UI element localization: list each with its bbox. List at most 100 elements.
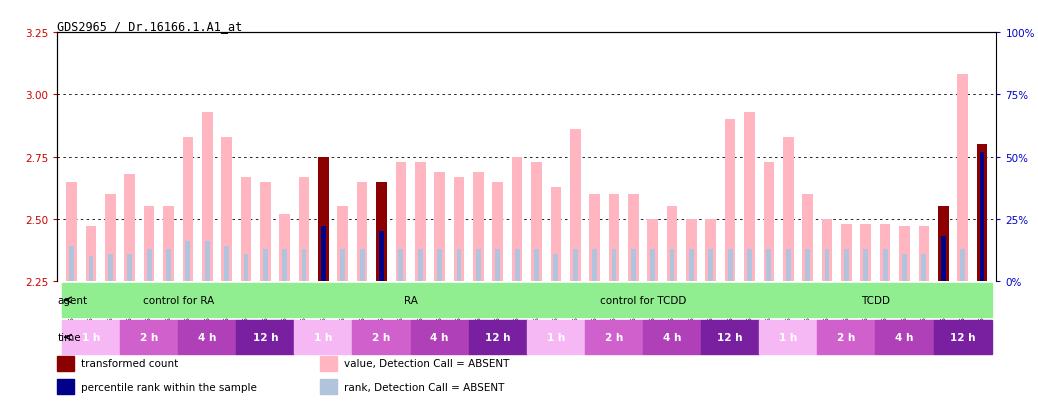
Bar	[728, 249, 733, 282]
Text: agent: agent	[57, 295, 87, 305]
Text: percentile rank within the sample: percentile rank within the sample	[81, 382, 256, 392]
Bar	[686, 219, 696, 282]
Bar	[128, 254, 132, 282]
Bar	[534, 249, 539, 282]
Bar	[759, 283, 991, 317]
Bar	[295, 320, 353, 355]
Bar	[457, 249, 462, 282]
Bar	[62, 283, 295, 317]
Bar	[553, 254, 558, 282]
Bar	[824, 249, 829, 282]
Text: 1 h: 1 h	[315, 332, 332, 342]
Bar	[802, 195, 813, 282]
Bar	[320, 356, 337, 371]
Bar	[66, 182, 77, 282]
Bar	[922, 254, 926, 282]
Bar	[454, 177, 464, 282]
Bar	[880, 224, 891, 282]
Text: 2 h: 2 h	[140, 332, 158, 342]
Bar	[320, 380, 337, 394]
Text: 1 h: 1 h	[780, 332, 797, 342]
Bar	[643, 320, 701, 355]
Bar	[882, 249, 887, 282]
Bar	[166, 249, 171, 282]
Bar	[299, 177, 309, 282]
Bar	[108, 254, 113, 282]
Bar	[980, 152, 984, 282]
Bar	[725, 120, 736, 282]
Bar	[163, 207, 173, 282]
Bar	[864, 249, 868, 282]
Bar	[608, 195, 620, 282]
Bar	[783, 138, 794, 282]
Bar	[437, 249, 442, 282]
Bar	[183, 138, 193, 282]
Bar	[938, 207, 949, 282]
Bar	[379, 232, 384, 282]
Bar	[670, 249, 675, 282]
Bar	[592, 249, 597, 282]
Bar	[201, 113, 213, 282]
Bar	[957, 75, 967, 282]
Bar	[960, 249, 965, 282]
Bar	[237, 320, 295, 355]
Bar	[689, 249, 693, 282]
Bar	[899, 227, 909, 282]
Bar	[357, 182, 367, 282]
Text: transformed count: transformed count	[81, 358, 177, 368]
Bar	[411, 320, 469, 355]
Bar	[469, 320, 526, 355]
Bar	[822, 219, 832, 282]
Bar	[570, 130, 580, 282]
Bar	[628, 195, 638, 282]
Bar	[701, 320, 759, 355]
Text: 1 h: 1 h	[547, 332, 565, 342]
Text: 2 h: 2 h	[373, 332, 390, 342]
Bar	[706, 219, 716, 282]
Bar	[940, 237, 946, 282]
Text: control for TCDD: control for TCDD	[600, 295, 686, 305]
Bar	[399, 249, 404, 282]
Bar	[495, 249, 500, 282]
Text: control for RA: control for RA	[142, 295, 214, 305]
Bar	[353, 320, 411, 355]
Text: value, Detection Call = ABSENT: value, Detection Call = ABSENT	[344, 358, 509, 368]
Bar	[241, 177, 251, 282]
Bar	[144, 207, 155, 282]
Text: 12 h: 12 h	[717, 332, 743, 342]
Bar	[611, 249, 617, 282]
Bar	[318, 157, 329, 282]
Text: time: time	[57, 332, 81, 342]
Bar	[526, 320, 584, 355]
Bar	[476, 249, 481, 282]
Bar	[57, 380, 74, 394]
Bar	[263, 249, 268, 282]
Bar	[744, 113, 755, 282]
Bar	[573, 249, 577, 282]
Bar	[105, 195, 115, 282]
Bar	[817, 320, 875, 355]
Text: 12 h: 12 h	[950, 332, 976, 342]
Bar	[70, 247, 74, 282]
Bar	[492, 182, 503, 282]
Bar	[204, 242, 210, 282]
Bar	[708, 249, 713, 282]
Bar	[376, 182, 387, 282]
Bar	[841, 224, 852, 282]
Bar	[340, 249, 346, 282]
Bar	[512, 157, 522, 282]
Bar	[179, 320, 237, 355]
Bar	[120, 320, 179, 355]
Text: 12 h: 12 h	[252, 332, 278, 342]
Bar	[747, 249, 752, 282]
Text: rank, Detection Call = ABSENT: rank, Detection Call = ABSENT	[344, 382, 504, 392]
Text: 2 h: 2 h	[605, 332, 623, 342]
Bar	[295, 283, 527, 317]
Text: 12 h: 12 h	[485, 332, 511, 342]
Bar	[186, 242, 190, 282]
Bar	[360, 249, 364, 282]
Bar	[550, 187, 562, 282]
Bar	[584, 320, 643, 355]
Bar	[902, 254, 907, 282]
Text: TCDD: TCDD	[861, 295, 890, 305]
